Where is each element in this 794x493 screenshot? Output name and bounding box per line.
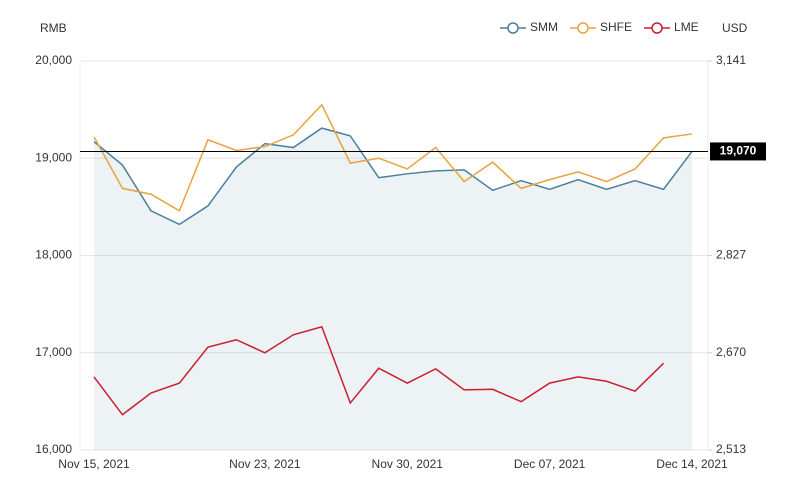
y2-axis-label: USD — [722, 21, 748, 35]
series-line — [93, 325, 665, 416]
y-axis-label: RMB — [40, 21, 67, 35]
price-tag — [710, 142, 766, 161]
x-tick-label: Dec 07, 2021 — [514, 457, 586, 471]
y2-tick-label: 2,670 — [716, 345, 746, 359]
legend-label: SMM — [530, 20, 558, 34]
area — [94, 128, 692, 451]
legend-label: LME — [674, 20, 699, 34]
x-tick-label: Nov 15, 2021 — [58, 457, 130, 471]
y-tick-label: 18,000 — [35, 248, 72, 262]
y2-tick-label: 3,141 — [716, 53, 746, 67]
legend-marker — [507, 22, 519, 34]
y-tick-label: 20,000 — [35, 53, 72, 67]
y-tick-label: 17,000 — [35, 345, 72, 359]
x-tick-label: Dec 14, 2021 — [656, 457, 728, 471]
y2-tick-label: 2,513 — [716, 442, 746, 456]
legend-label: SHFE — [600, 20, 632, 34]
y2-tick-label: 2,827 — [716, 248, 746, 262]
series-line — [93, 103, 693, 212]
y-tick-label: 19,000 — [35, 150, 72, 164]
x-tick-label: Nov 30, 2021 — [372, 457, 444, 471]
x-tick-label: Nov 23, 2021 — [229, 457, 301, 471]
legend-marker — [577, 22, 589, 34]
series-line — [93, 127, 693, 226]
legend-marker — [651, 22, 663, 34]
price-tag-label: 19,070 — [720, 144, 757, 158]
y-tick-label: 16,000 — [35, 442, 72, 456]
